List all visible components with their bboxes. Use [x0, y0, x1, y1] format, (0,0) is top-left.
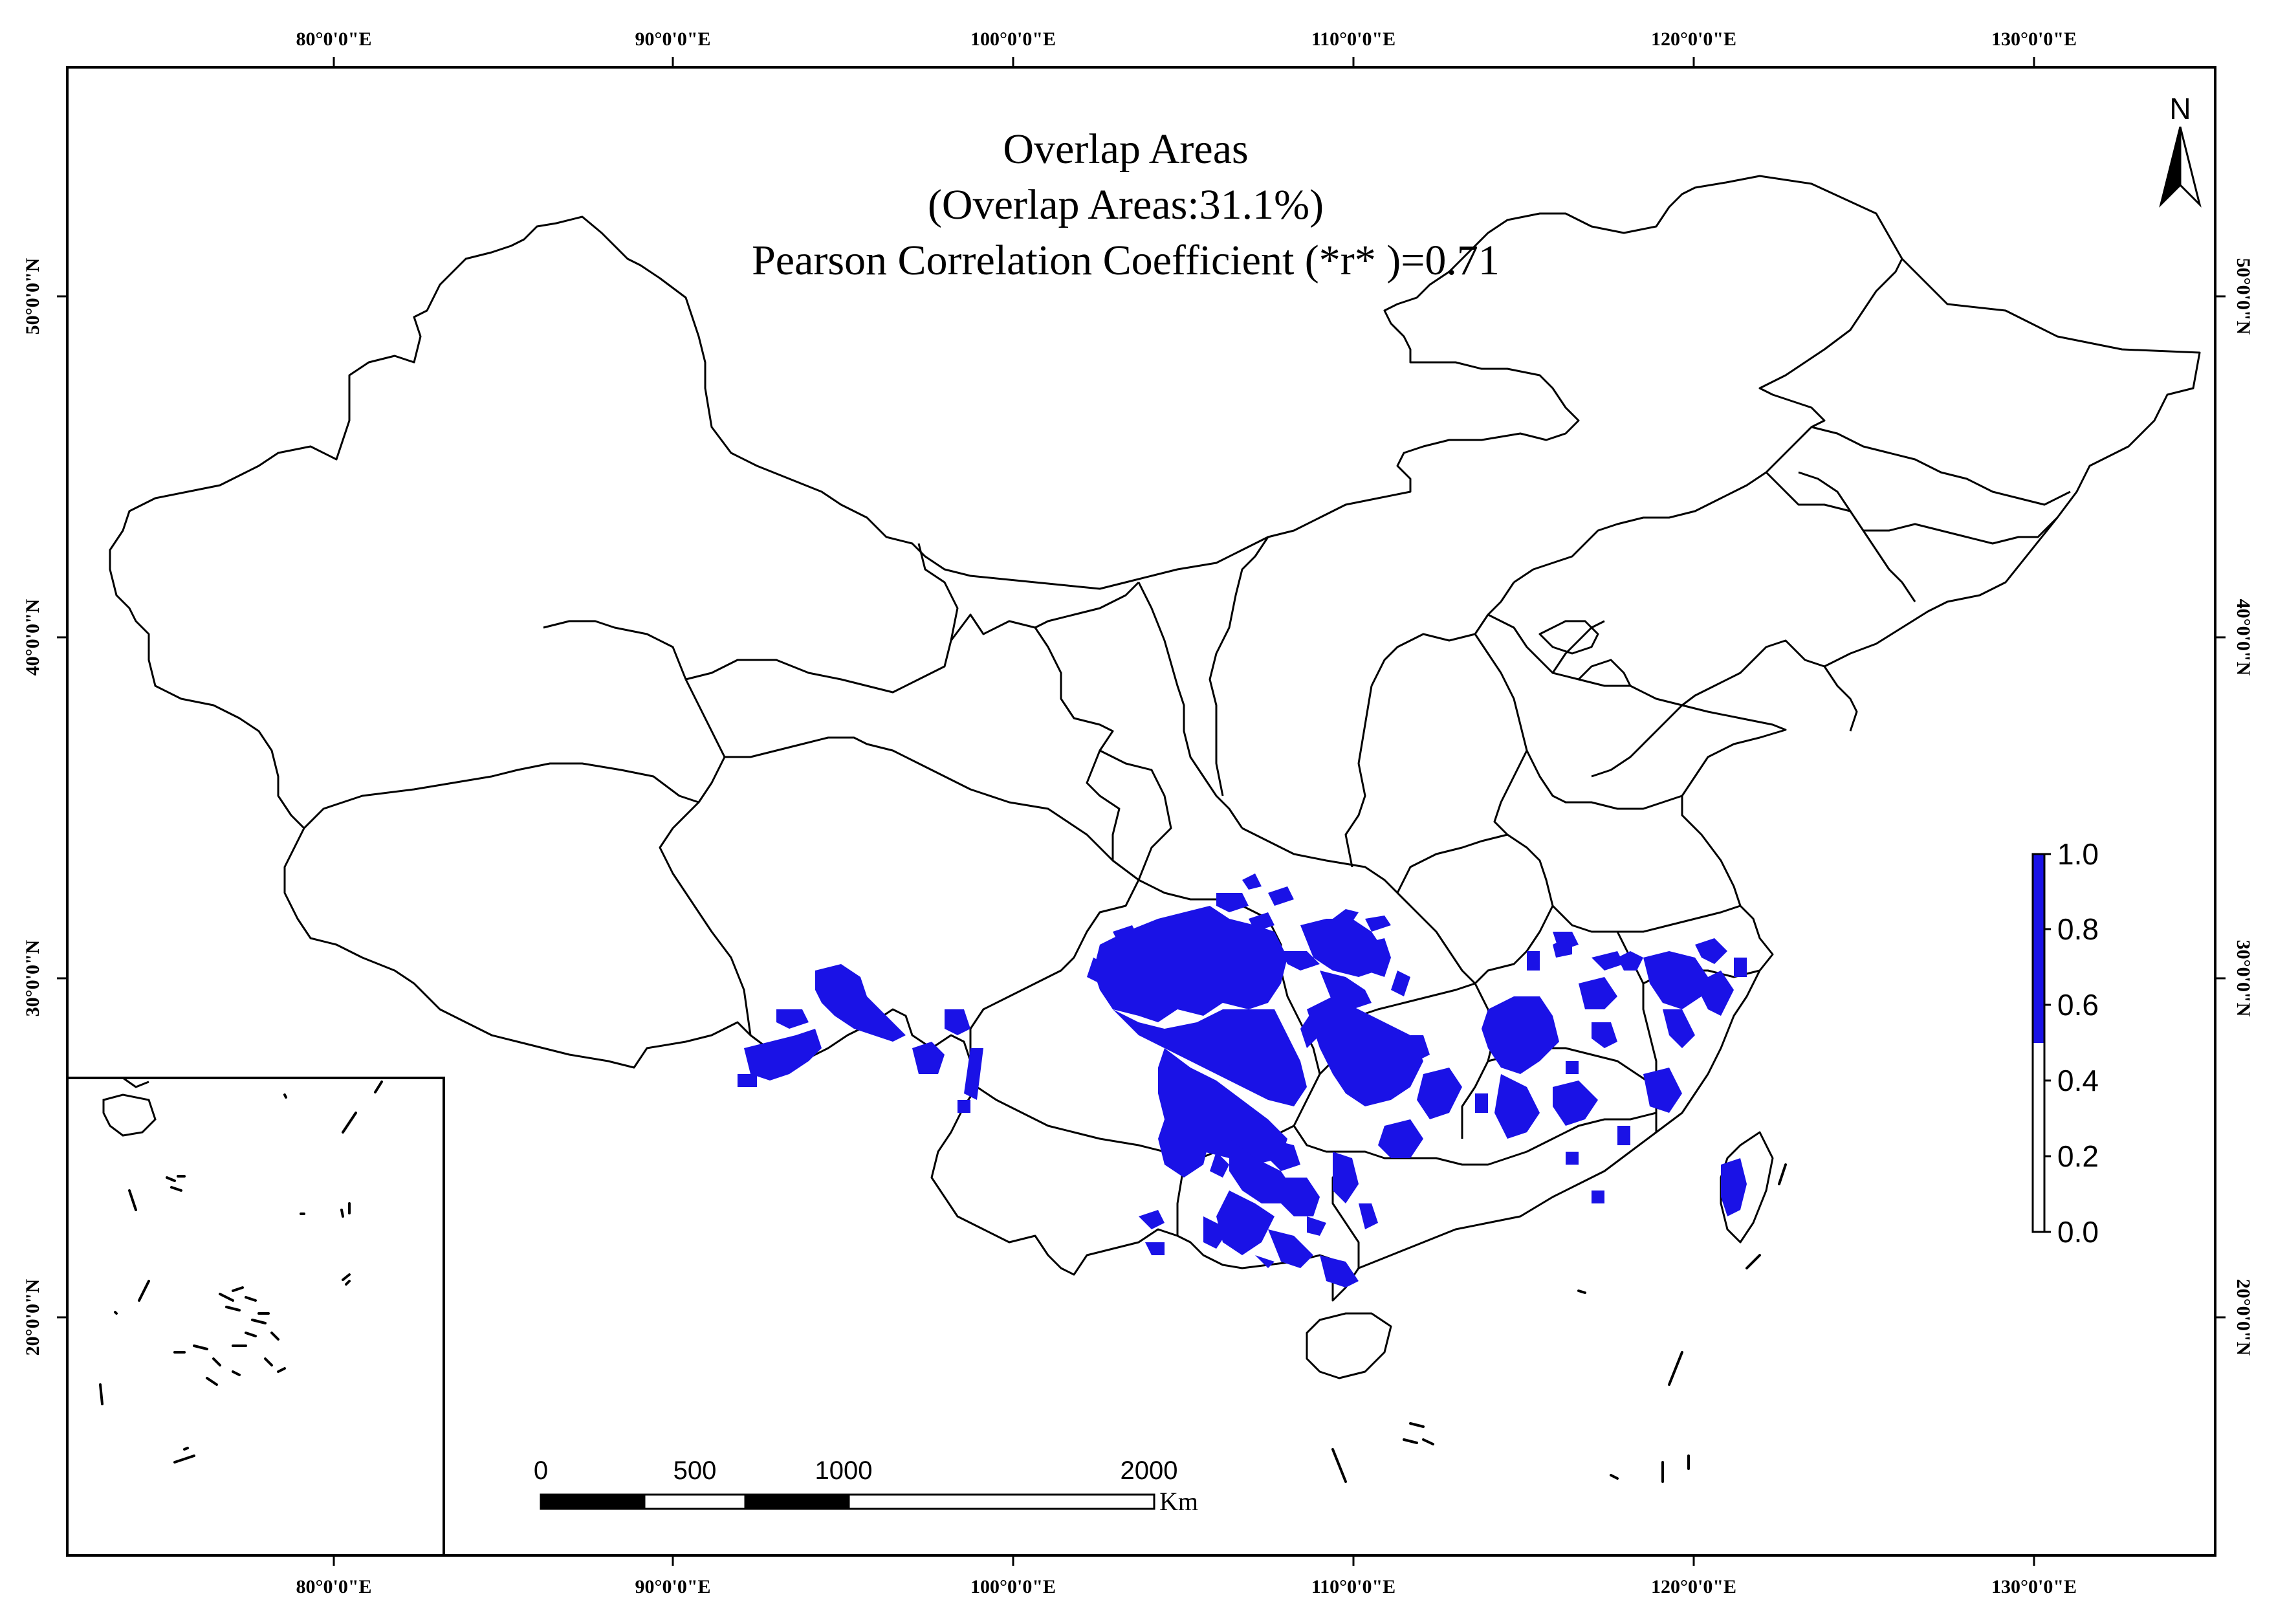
map-title: Overlap Areas (Overlap Areas:31.1%) Pear…	[752, 126, 1500, 284]
overlap-areas	[738, 873, 1747, 1288]
legend-label: 0.0	[2057, 1215, 2099, 1249]
lon-label-top: 130°0'0"E	[1991, 28, 2077, 50]
lon-label-bottom: 110°0'0"E	[1311, 1576, 1395, 1597]
scale-unit: Km	[1159, 1487, 1198, 1516]
legend-label: 0.4	[2057, 1064, 2099, 1097]
inset-map	[66, 1077, 445, 1557]
subtitle-line: Pearson Correlation Coefficient (*r* )=0…	[752, 237, 1500, 284]
scale-label: 2000	[1121, 1456, 1178, 1485]
lon-label-bottom: 100°0'0"E	[970, 1576, 1056, 1597]
scale-label: 1000	[815, 1456, 873, 1485]
north-arrow: N	[2159, 92, 2202, 208]
lon-label-bottom: 120°0'0"E	[1651, 1576, 1736, 1597]
inset-frame	[66, 1077, 445, 1557]
lon-label-bottom: 80°0'0"E	[296, 1576, 372, 1597]
legend-label: 0.2	[2057, 1139, 2099, 1173]
lon-label-bottom: 130°0'0"E	[1991, 1576, 2077, 1597]
lon-label-top: 110°0'0"E	[1311, 28, 1395, 50]
legend-bar-base	[2033, 1043, 2044, 1232]
longitude-axis: 80°0'0"E 90°0'0"E 100°0'0"E 110°0'0"E 12…	[296, 28, 2077, 1597]
scale-label: 500	[673, 1456, 717, 1485]
lon-label-top: 80°0'0"E	[296, 28, 372, 50]
lat-label-left: 50°0'0"N	[22, 258, 43, 335]
title-line: Overlap Areas	[1003, 126, 1248, 173]
lon-label-top: 100°0'0"E	[970, 28, 1056, 50]
scale-bar: 0 500 1000 2000 Km	[534, 1456, 1198, 1516]
legend-label: 1.0	[2057, 837, 2099, 871]
lat-label-right: 40°0'0"N	[2233, 599, 2254, 676]
subtitle-line: (Overlap Areas:31.1%)	[928, 181, 1324, 228]
legend: 1.0 0.8 0.6 0.4 0.2 0.0	[2031, 837, 2099, 1249]
south-sea-islands	[1331, 1163, 1787, 1483]
lat-label-left: 40°0'0"N	[22, 598, 43, 675]
lon-label-bottom: 90°0'0"E	[635, 1576, 711, 1597]
north-arrow-label: N	[2169, 92, 2191, 126]
lon-label-top: 90°0'0"E	[635, 28, 711, 50]
lat-label-left: 30°0'0"N	[22, 939, 43, 1016]
legend-bar-frame	[2031, 853, 2046, 1233]
lat-label-right: 50°0'0"N	[2233, 258, 2254, 335]
legend-label: 0.6	[2057, 988, 2099, 1022]
lat-label-left: 20°0'0"N	[22, 1278, 43, 1355]
lat-label-right: 20°0'0"N	[2233, 1279, 2254, 1356]
hainan-island	[1306, 1312, 1392, 1379]
legend-bar-highlight	[2033, 854, 2044, 1043]
lat-label-right: 30°0'0"N	[2233, 940, 2254, 1017]
legend-label: 0.8	[2057, 912, 2099, 946]
latitude-axis: 50°0'0"N 40°0'0"N 30°0'0"N 20°0'0"N 50°0…	[22, 258, 2254, 1355]
scale-label: 0	[534, 1456, 548, 1485]
lon-label-top: 120°0'0"E	[1651, 28, 1736, 50]
